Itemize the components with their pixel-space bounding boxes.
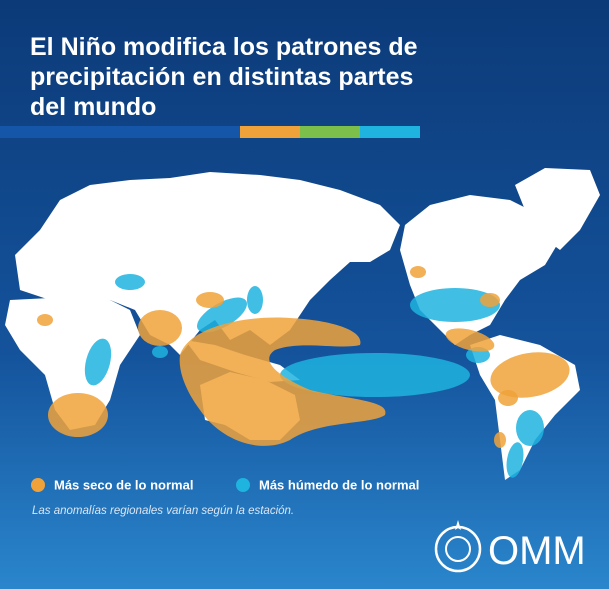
legend-swatch [236,478,250,492]
stripe-orange [240,126,300,138]
dry-india [138,310,182,346]
logo-text: OMM [488,529,586,573]
dry-amazon [490,352,570,398]
wet-south-america [516,410,544,446]
legend-label: Más seco de lo normal [54,477,193,492]
title-line: del mundo [30,93,156,121]
wet-japan [247,286,263,314]
title-line: precipitación en distintas partes [30,63,413,91]
wet-argentina [506,442,524,478]
legend-swatch [31,478,45,492]
color-stripe [0,126,420,138]
stripe-green [300,126,360,138]
dry-us-east [480,293,500,307]
dry-philippines [196,292,224,308]
stripe-cyan [360,126,420,138]
anomaly-regions [37,266,570,478]
logo-star [455,520,461,530]
dry-brazil [498,390,518,406]
dry-west-africa [37,314,53,326]
dry-canada [410,266,426,278]
wet-east-africa [84,338,112,386]
dry-south [494,432,506,448]
note: Las anomalías regionales varían según la… [32,505,294,517]
logo-globe [445,536,471,562]
wet-india-south [152,346,168,358]
stripe-blue [0,126,240,138]
legend: Más seco de lo normal Más húmedo de lo no… [31,477,419,492]
greenland [515,168,600,250]
wet-pacific [280,353,470,397]
legend-label: Más húmedo de lo normal [259,477,419,492]
dry-central-america [445,328,495,352]
dry-indo-australia [179,317,386,446]
africa [5,298,140,430]
eurasia [15,172,400,355]
dry-southern-africa [48,393,108,437]
wet-central-asia [115,274,145,290]
wet-us-south [410,288,500,322]
title-block: El Niño modifica los patrones deprecipit… [30,33,418,121]
logo: OMM [434,520,586,573]
title-line: El Niño modifica los patrones de [30,33,418,61]
world-map [5,168,600,480]
wet-china [197,297,247,333]
